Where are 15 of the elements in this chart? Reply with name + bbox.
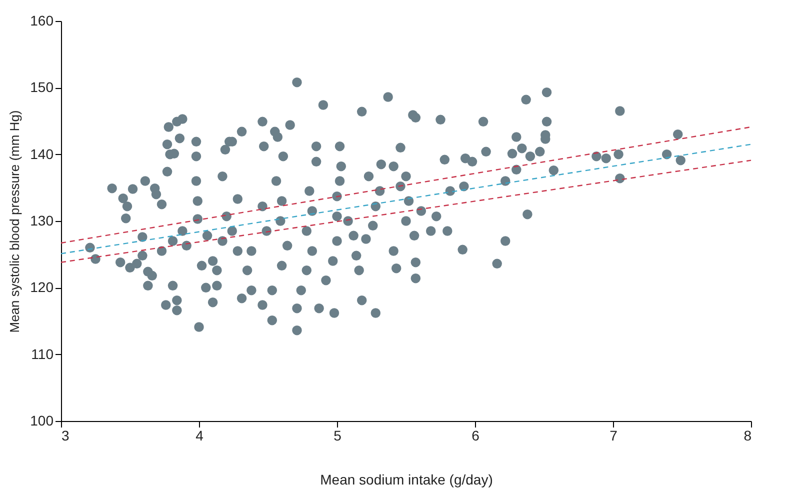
x-tick-label: 6 — [472, 428, 480, 444]
y-tick-label: 120 — [30, 279, 54, 296]
y-axis-title: Mean systolic blood pressure (mm Hg) — [7, 110, 22, 333]
x-tick-label: 4 — [196, 428, 204, 444]
y-tick-label: 110 — [31, 346, 54, 362]
x-tick-label: 5 — [334, 428, 342, 444]
x-tick-label: 7 — [610, 428, 618, 444]
y-tick-label: 160 — [30, 12, 54, 28]
x-axis-title: Mean sodium intake (g/day) — [320, 472, 493, 488]
y-tick-label: 130 — [30, 212, 54, 228]
x-tick-label: 3 — [62, 428, 70, 444]
x-tick-label: 8 — [744, 428, 752, 444]
y-tick-label: 140 — [30, 146, 54, 162]
y-tick-label: 100 — [30, 412, 54, 428]
y-tick-label: 150 — [30, 79, 54, 96]
